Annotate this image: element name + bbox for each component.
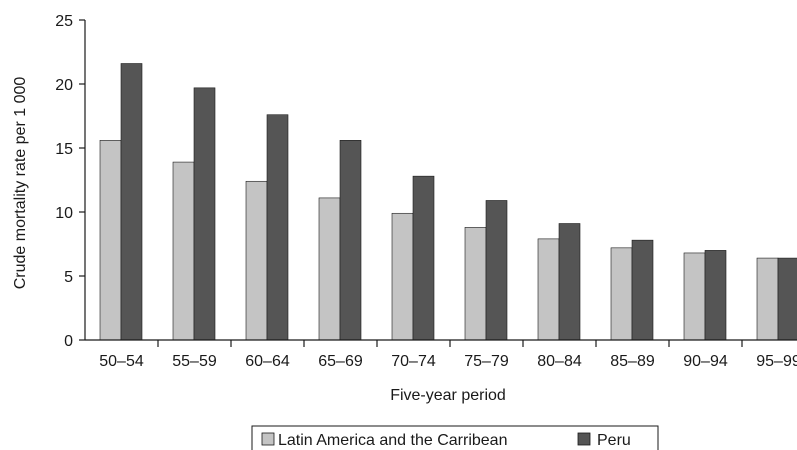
- legend-swatch-latin-america: [261, 432, 275, 446]
- bar-peru-65-69: [339, 140, 362, 341]
- y-ticks-group: 0 5 10 15 20 25: [55, 13, 85, 350]
- y-tick-label: 20: [55, 77, 73, 94]
- x-tick-label: 70–74: [391, 353, 436, 370]
- x-ticks-group: 50–54 55–59 60–64 65–69 70–74 75–79 80–84 85–89…: [99, 340, 797, 370]
- x-tick-label: 75–79: [464, 353, 509, 370]
- bar-latin-50-54: [99, 140, 122, 341]
- y-tick-label: 15: [55, 141, 73, 158]
- legend-swatch-peru: [577, 432, 591, 446]
- bar-latin-55-59: [172, 161, 195, 341]
- legend: Latin America and the Carribean Peru: [251, 425, 659, 450]
- bar-peru-95-99: [777, 257, 797, 341]
- bar-latin-85-89: [610, 247, 633, 341]
- x-tick-label: 90–94: [683, 353, 728, 370]
- bar-latin-65-69: [318, 197, 341, 341]
- y-axis-title: Crude mortality rate per 1 000: [12, 77, 29, 290]
- y-tick-label: 10: [55, 205, 73, 222]
- x-tick-label: 50–54: [99, 353, 144, 370]
- legend-label-peru: Peru: [597, 432, 631, 449]
- y-tick-label: 0: [64, 333, 73, 350]
- bar-latin-80-84: [537, 238, 560, 341]
- x-tick-label: 60–64: [245, 353, 290, 370]
- x-tick-label: 55–59: [172, 353, 217, 370]
- x-tick-label: 65–69: [318, 353, 363, 370]
- x-axis-title: Five-year period: [390, 387, 506, 404]
- bar-peru-70-74: [412, 175, 435, 341]
- bar-peru-60-64: [266, 114, 289, 341]
- bar-latin-95-99: [756, 257, 779, 341]
- bars-group: [99, 63, 797, 341]
- bar-latin-75-79: [464, 227, 487, 341]
- bar-peru-55-59: [193, 87, 216, 341]
- bar-peru-90-94: [704, 250, 727, 341]
- y-tick-label: 25: [55, 13, 73, 30]
- x-tick-label: 85–89: [610, 353, 655, 370]
- bar-latin-70-74: [391, 212, 414, 341]
- legend-label-latin-america: Latin America and the Carribean: [278, 432, 507, 449]
- bar-peru-50-54: [120, 63, 143, 341]
- x-tick-label: 95–99: [756, 353, 797, 370]
- bar-peru-85-89: [631, 239, 654, 341]
- bar-latin-90-94: [683, 252, 706, 341]
- bar-latin-60-64: [245, 180, 268, 341]
- bar-peru-80-84: [558, 223, 581, 341]
- x-tick-label: 80–84: [537, 353, 582, 370]
- y-tick-label: 5: [64, 269, 73, 286]
- bar-peru-75-79: [485, 200, 508, 341]
